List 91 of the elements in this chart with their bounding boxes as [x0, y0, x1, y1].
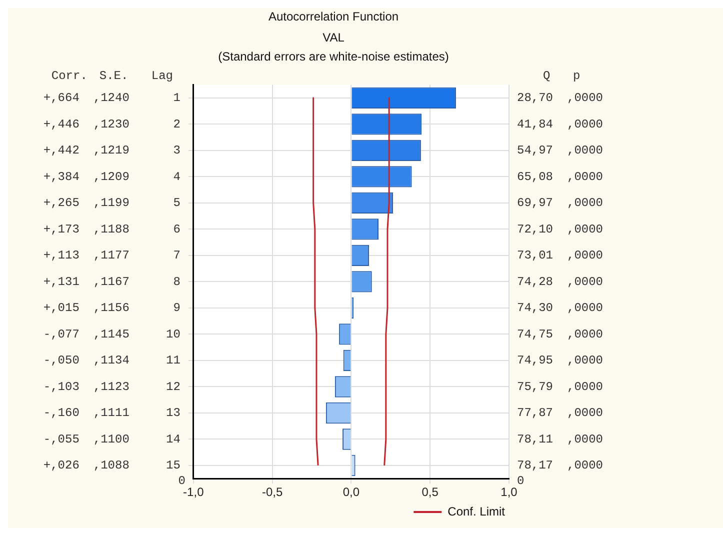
text: -,077	[43, 327, 80, 342]
y-tick-label: 8	[173, 274, 180, 289]
text: ,0000	[567, 380, 604, 394]
y-tick-label: 7	[173, 248, 180, 263]
text: ,0000	[567, 432, 604, 446]
text: +,442	[43, 144, 80, 158]
y-tick-label: 3	[173, 144, 180, 158]
text: 74,75	[517, 327, 554, 342]
text: +,026	[43, 458, 80, 473]
y-tick-label: 15	[166, 458, 180, 473]
text: ,0000	[567, 117, 604, 132]
text: ,0000	[567, 170, 604, 184]
text: Q	[543, 68, 550, 83]
text: +,265	[43, 196, 80, 210]
text: 69,97	[517, 196, 554, 210]
text: 65,08	[517, 170, 554, 184]
text: ,1177	[93, 248, 130, 263]
chart-subtitle: VAL	[322, 30, 345, 44]
text: ,1088	[93, 458, 130, 473]
text: 78,11	[517, 432, 554, 446]
text: +,131	[43, 274, 80, 289]
text: p	[573, 68, 580, 83]
text: 74,30	[517, 301, 554, 316]
text: 75,79	[517, 380, 554, 394]
text: 28,70	[517, 91, 554, 106]
text: ,1111	[93, 406, 130, 420]
text: (Standard errors are white-noise estimates)	[218, 50, 449, 64]
text: -,055	[43, 432, 80, 446]
text: 78,17	[517, 458, 554, 473]
y-tick-label: 10	[166, 327, 180, 342]
y-tick-label: 2	[173, 117, 180, 132]
text: -,050	[43, 354, 80, 368]
y-tick-label: 5	[173, 196, 180, 210]
text: ,0000	[567, 196, 604, 210]
text: ,0000	[567, 91, 604, 106]
text: ,1145	[93, 327, 130, 342]
text: ,1156	[93, 301, 130, 316]
text: ,0000	[567, 458, 604, 473]
text: 74,95	[517, 354, 554, 368]
y-tick-label: 11	[166, 354, 180, 368]
text: ,1240	[93, 91, 130, 106]
chart-title: Autocorrelation Function	[268, 10, 399, 24]
text: +,446	[43, 117, 80, 132]
text: ,1167	[93, 274, 130, 289]
text: ,0000	[567, 222, 604, 236]
text: ,1209	[93, 170, 130, 184]
x-tick-label: 0,5	[422, 485, 439, 500]
text: 74,28	[517, 274, 554, 289]
x-tick-label: 1,0	[500, 485, 518, 500]
y-tick-label: 12	[166, 380, 180, 394]
text: 72,10	[517, 222, 554, 236]
y-tick-label: 1	[173, 91, 180, 106]
text: ,0000	[567, 144, 604, 158]
text: 54,97	[517, 144, 554, 158]
text: ,1134	[93, 354, 130, 368]
text: 41,84	[517, 117, 554, 132]
text: ,0000	[567, 327, 604, 342]
legend-label: Conf. Limit	[448, 504, 506, 518]
text: ,1199	[93, 196, 130, 210]
text: ,1123	[93, 380, 130, 394]
text: ,1188	[93, 222, 130, 236]
text: ,0000	[567, 248, 604, 263]
text: +,664	[43, 91, 80, 106]
text: S.E.	[99, 68, 128, 83]
text: ,0000	[567, 274, 604, 289]
text: 0	[517, 474, 524, 488]
x-tick-label: -1,0	[183, 485, 204, 500]
text: Lag	[151, 68, 174, 83]
y-tick-label: 13	[166, 406, 180, 420]
y-tick-label: 4	[173, 170, 180, 184]
y-tick-label: 6	[173, 222, 180, 236]
text: ,0000	[567, 406, 604, 420]
text: ,0000	[567, 301, 604, 316]
text: ,1100	[93, 432, 130, 446]
y-tick-label: 9	[173, 301, 180, 316]
text: +,384	[43, 170, 80, 184]
x-tick-label: 0,0	[342, 485, 360, 500]
text: +,015	[43, 301, 80, 316]
text: +,173	[43, 222, 80, 236]
text: +,113	[43, 248, 80, 263]
text: ,1230	[93, 117, 130, 132]
text: Corr.	[51, 68, 88, 83]
text: ,0000	[567, 354, 604, 368]
text: ,1219	[93, 144, 130, 158]
x-tick-label: -0,5	[262, 485, 283, 500]
text: 77,87	[517, 406, 554, 420]
text: 0	[178, 474, 186, 488]
y-tick-label: 14	[166, 432, 180, 446]
text: -,103	[43, 380, 80, 394]
text: -,160	[43, 406, 80, 420]
text: 73,01	[517, 248, 554, 263]
